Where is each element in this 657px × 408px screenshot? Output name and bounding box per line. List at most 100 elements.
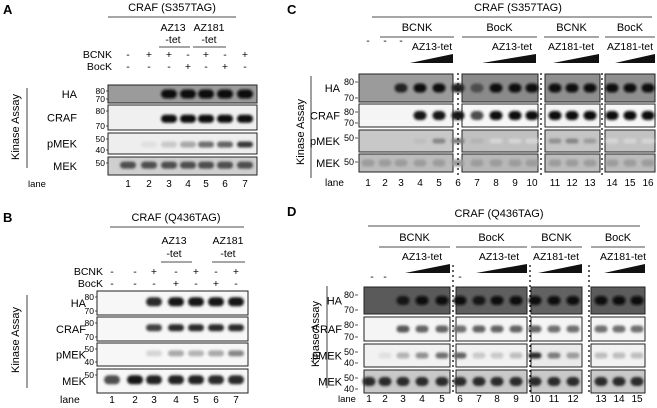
blot-band — [547, 296, 561, 305]
lane-number: 1 — [365, 178, 371, 189]
treatment-mark: + — [185, 61, 191, 73]
blot-band — [396, 377, 410, 386]
treatment-mark: - — [214, 266, 218, 278]
treatment-mark: - — [110, 266, 114, 278]
blot-band — [528, 377, 542, 386]
blot-band — [641, 159, 655, 167]
blot-band — [472, 377, 486, 386]
mw-marker: 50 — [344, 373, 354, 383]
mw-marker: 50 — [85, 344, 95, 354]
blot-band — [413, 111, 427, 120]
mw-marker: 50 — [96, 134, 106, 144]
blot-band — [180, 161, 196, 169]
blot-band — [490, 325, 504, 333]
blot-band — [566, 352, 580, 359]
treatment-mark: - — [167, 61, 171, 73]
mw-marker: 70 — [96, 94, 106, 104]
lane-number: 7 — [476, 394, 482, 405]
treatment-mark: - — [126, 61, 130, 73]
blot-band — [141, 141, 157, 148]
blot-band — [161, 141, 177, 148]
blot-label: MEK — [62, 376, 87, 388]
ncaa-label: AZ181 — [213, 235, 244, 247]
blot-band — [525, 83, 539, 93]
blot-band — [435, 377, 449, 386]
blot-band — [168, 375, 184, 385]
treatment-mark: + — [173, 278, 179, 290]
mw-marker: 70 — [96, 121, 106, 131]
group-label: BocK — [486, 22, 513, 34]
ncaa-label: -tet — [220, 248, 235, 260]
blot-band — [432, 159, 446, 167]
mw-marker: 40 — [96, 145, 106, 155]
blot-band — [432, 138, 446, 144]
lane-number: 12 — [566, 178, 578, 189]
lane-number: 9 — [513, 394, 519, 405]
blot-band — [547, 352, 561, 359]
blot-band — [630, 377, 644, 386]
mw-marker: 50 — [96, 158, 106, 168]
control-mark: - — [383, 271, 387, 283]
blot-band — [237, 161, 253, 169]
blot-band — [161, 114, 177, 123]
blot-band — [146, 375, 162, 385]
blot-band — [525, 111, 539, 120]
blot-band — [566, 325, 580, 333]
blot-band — [489, 83, 503, 93]
blot-band — [104, 375, 120, 385]
blot-label: CRAF — [47, 113, 77, 125]
side-label: Kinase Assay — [10, 306, 22, 373]
blot-band — [228, 324, 244, 332]
mw-marker: 80 — [85, 318, 95, 328]
treatment-mark: - — [234, 278, 238, 290]
blot-band — [623, 159, 637, 167]
blot-band — [583, 138, 597, 144]
blot-band — [180, 114, 196, 123]
mw-marker: 50 — [344, 133, 354, 143]
blot-band — [605, 83, 619, 93]
mw-marker: 80 — [344, 290, 354, 300]
blot-band — [594, 325, 608, 333]
group-label: BCNK — [402, 22, 433, 34]
concentration-wedge — [482, 54, 536, 63]
blot-band — [630, 352, 644, 359]
mw-marker: 40 — [344, 384, 354, 394]
blot-band — [583, 83, 597, 93]
blot-label: HA — [327, 296, 343, 308]
lane-number: 7 — [233, 395, 239, 406]
blot-band — [528, 325, 542, 333]
mw-marker: 80 — [85, 292, 95, 302]
blot-band — [490, 296, 504, 305]
blot-band — [612, 325, 626, 333]
blot-band — [415, 377, 429, 386]
blot-band — [565, 138, 579, 144]
lane-number: 8 — [494, 394, 500, 405]
blot-band — [453, 377, 467, 386]
concentration-wedge — [604, 264, 645, 273]
ncaa-label: AZ13-tet — [412, 41, 452, 53]
blot-band — [528, 296, 542, 305]
panel-title: CRAF (Q436TAG) — [131, 212, 220, 224]
group-label: BocK — [478, 232, 505, 244]
treatment-mark: - — [133, 278, 137, 290]
lane-number: 3 — [398, 178, 404, 189]
lane-label: lane — [28, 179, 46, 190]
ncaa-label: AZ181-tet — [533, 251, 579, 263]
group-label: BocK — [617, 22, 644, 34]
blot-band — [413, 138, 427, 144]
blot-band — [396, 325, 410, 333]
blot-label: HA — [325, 83, 341, 95]
blot-band — [415, 296, 429, 305]
blot-band — [188, 350, 204, 357]
concentration-wedge — [553, 54, 599, 63]
blot-band — [612, 296, 626, 305]
blot-band — [528, 352, 542, 359]
blot-label: MEK — [316, 158, 341, 170]
treatment-mark: - — [147, 61, 151, 73]
mw-marker: 80 — [96, 106, 106, 116]
blot-band — [509, 377, 523, 386]
blot-band — [623, 138, 637, 144]
blot-band — [198, 161, 214, 169]
lane-number: 10 — [526, 178, 538, 189]
blot-band — [623, 83, 637, 93]
